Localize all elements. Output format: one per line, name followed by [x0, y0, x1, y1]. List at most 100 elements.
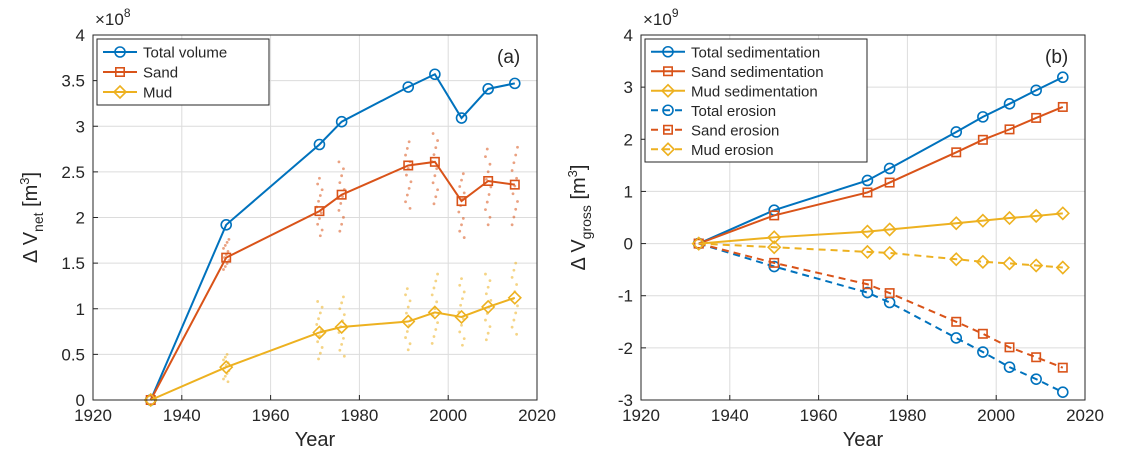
panel-a-ensemble-dot [458, 185, 462, 188]
panel-b-point-mud-erosion [860, 244, 875, 260]
panel-a-ensemble-dot [459, 303, 463, 307]
panel-a-ensemble-dot [316, 182, 320, 186]
panel-b-ticks: 1920 1940 1960 1980 2000 2020 -3 -2 -1 0 1 2 3 4 [618, 26, 1104, 425]
panel-a-point-sand [403, 160, 414, 171]
panel-b-legend-label: Sand erosion [691, 122, 779, 139]
panel-a-ensemble-dot [434, 195, 438, 199]
panel-a-ensemble-dot [436, 188, 439, 192]
panel-a-ensemble-dot [223, 244, 227, 247]
panel-a-ensemble-dot [515, 283, 518, 286]
panel-b-point-total-erosion [1057, 386, 1069, 398]
panel-a-ensemble-dot [436, 321, 439, 325]
panel-a-y-tick-label: 4 [76, 26, 85, 45]
panel-a-ensemble-dot [489, 185, 493, 189]
panel-a-x-tick-label: 1920 [74, 406, 112, 425]
panel-a-x-tick-label: 1940 [163, 406, 201, 425]
panel-a-ensemble-dot [516, 145, 519, 149]
panel-a-ensemble-dot [515, 332, 518, 336]
panel-a-ensemble-dot [514, 153, 518, 157]
panel-a-ensemble-dot [485, 200, 489, 204]
panel-a-ensemble-dot [320, 346, 324, 349]
panel-a-ensemble-dot [510, 169, 514, 172]
panel-b-y-tick-label: 2 [624, 130, 633, 149]
panel-b-point-mud-sedimentation [882, 222, 897, 237]
panel-a-ensemble-dot [430, 293, 434, 297]
panel-a-ensemble-dot [462, 337, 466, 340]
panel-a-ensemble-dot [432, 153, 436, 157]
panel-a-ensemble-dot [488, 279, 492, 283]
panel-b-point-mud-erosion [1002, 256, 1017, 271]
panel-a-point-sand [483, 176, 494, 187]
panel-a-ensemble-dot [227, 238, 231, 241]
panel-a-ensemble-dot [484, 318, 487, 322]
panel-b-legend-marker [662, 45, 674, 58]
panel-a-y-tick-label: 3 [76, 117, 85, 136]
panel-a-ensemble-dot [408, 342, 412, 346]
panel-b-legend-marker [662, 104, 674, 117]
panel-a-ensemble-dot [317, 357, 320, 361]
panel-a-x-axis-label: Year [295, 429, 336, 451]
panel-a-ensemble-dot [462, 236, 466, 239]
panel-b-x-tick-label: 1920 [622, 406, 660, 425]
panel-a-ensemble-dot [510, 325, 514, 329]
panel-a-ensemble-dot [342, 313, 346, 317]
panel-a-ensemble-dot [340, 342, 344, 346]
panel-a-legend-marker [115, 67, 126, 78]
panel-b-point-sand-sedimentation [951, 147, 962, 158]
panel-a-point-mud [312, 325, 327, 340]
panel-a-ensemble-dot [338, 181, 342, 185]
panel-a-ensemble-dot [404, 200, 407, 204]
panel-a-ensemble-dot [514, 311, 518, 315]
panel-b-legend-label: Sand sedimentation [691, 64, 824, 81]
panel-a-ensemble-dot [514, 261, 518, 265]
panel-a-ensemble-dot [486, 223, 490, 227]
panel-b-series [691, 71, 1070, 398]
panel-b-point-total-sedimentation [1030, 84, 1042, 97]
panel-a-ensemble-dot [222, 268, 225, 271]
panel-a-point-total-volume [335, 115, 348, 128]
panel-a-ensemble-dot [434, 279, 438, 283]
panel-b-x-axis-label: Year [843, 429, 884, 451]
panel-b-series-line-sand-erosion [698, 242, 1064, 369]
panel-b-point-mud-erosion [949, 252, 964, 267]
panel-a-y-tick-label: 3.5 [61, 72, 85, 91]
panel-a-y-tick-label: 2.5 [61, 163, 85, 182]
panel-a-ensemble-dot [342, 167, 345, 171]
panel-a-ensemble-dot [434, 328, 438, 331]
panel-a-point-mud [334, 319, 349, 335]
panel-a-ensemble-dot [488, 162, 492, 166]
panel-a-ensemble-dot [512, 318, 516, 322]
panel-a-ensemble-dot [342, 215, 345, 219]
panel-a-point-mud [481, 299, 496, 315]
panel-b-legend-marker [660, 142, 676, 157]
panel-b-point-mud-sedimentation [1029, 208, 1044, 224]
panel-a-ensemble-dot [461, 172, 465, 176]
panel-a-ensemble-dot [484, 338, 488, 342]
panel-b-point-total-sedimentation [950, 126, 963, 138]
panel-a-ensemble-dot [433, 174, 437, 178]
panel-a-point-total-volume [429, 68, 441, 81]
panel-a-ensemble-dot [405, 173, 408, 177]
panel-a-ensemble-dot [223, 374, 227, 378]
panel-b-legend-marker [660, 83, 676, 98]
panel-a-ensemble-dot [406, 348, 410, 352]
panel-a-ensemble-dot [487, 193, 491, 196]
panel-a-ensemble-dot [484, 292, 488, 296]
panel-a-ensemble-dot [511, 192, 515, 196]
panel-b-series-line-sand-sedimentation [698, 106, 1064, 245]
panel-a-ensemble-dot [337, 160, 341, 164]
panel-a-point-mud [427, 305, 443, 320]
panel-a-ensemble-dot [458, 229, 462, 233]
panel-b-point-total-erosion [1003, 361, 1016, 373]
panel-b-point-sand-sedimentation [862, 187, 873, 198]
panel-a-ensemble-dot [431, 132, 435, 135]
panel-a-ensemble-dot [460, 223, 463, 227]
panel-b-point-sand-sedimentation [1031, 112, 1042, 123]
panel-b-point-total-sedimentation [861, 174, 874, 187]
panel-a-ensemble-dot [316, 300, 320, 303]
panel-a-ensemble-dot [225, 352, 229, 356]
panel-b-point-mud-erosion [767, 240, 782, 255]
panel-b-y-tick-label: -3 [618, 391, 633, 410]
panel-a-ensemble-dot [436, 139, 439, 142]
panel-a-ensemble-dot [320, 188, 324, 192]
